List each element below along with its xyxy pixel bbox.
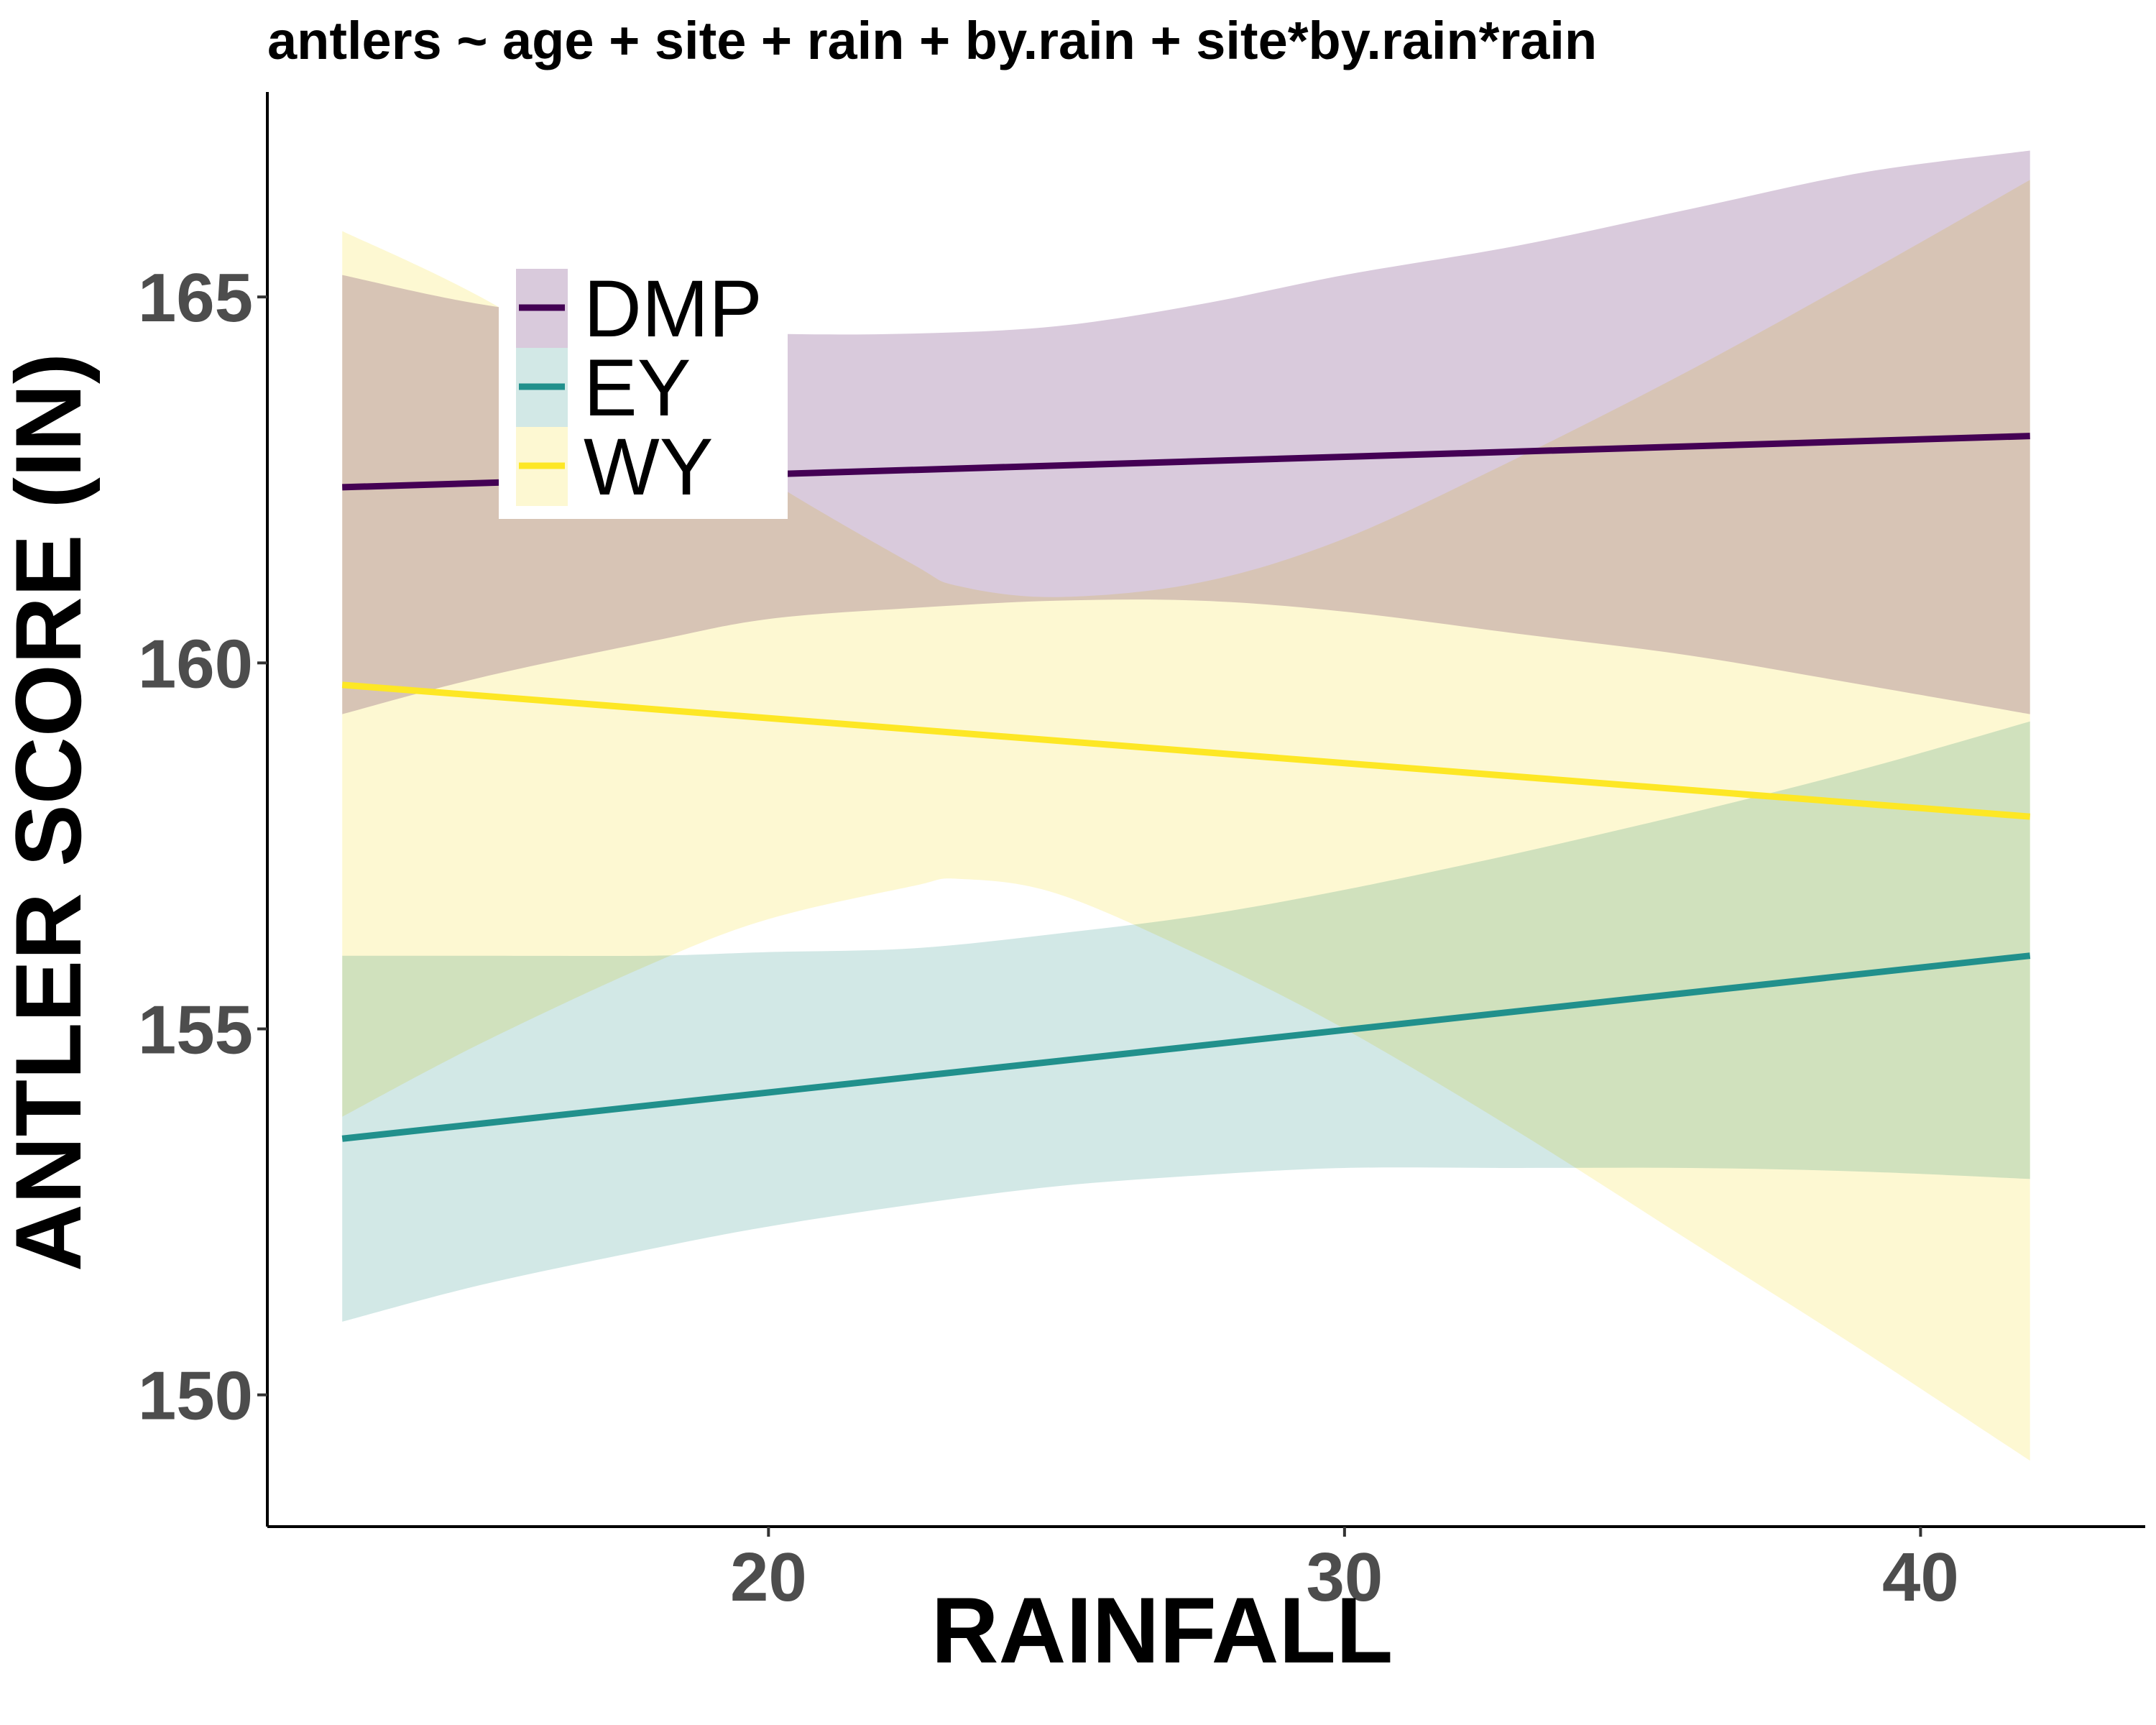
y-tick-label: 160 bbox=[138, 625, 253, 702]
x-tick-label: 30 bbox=[1306, 1539, 1383, 1616]
confidence-bands bbox=[342, 150, 2030, 1461]
y-tick-label: 155 bbox=[138, 992, 253, 1069]
x-axis-title: RAINFALL bbox=[931, 1578, 1393, 1683]
ticks: 20 30 40 150 155 160 165 bbox=[138, 259, 1959, 1616]
y-tick-label: 150 bbox=[138, 1358, 253, 1435]
y-tick-label: 165 bbox=[138, 259, 253, 336]
chart-title: antlers ~ age + site + rain + by.rain + … bbox=[267, 11, 1597, 70]
axes bbox=[266, 92, 2145, 1528]
x-tick-label: 40 bbox=[1882, 1539, 1959, 1616]
legend-label-ey: EY bbox=[584, 343, 691, 433]
series-line-wy bbox=[341, 681, 2031, 820]
x-tick-label: 20 bbox=[730, 1539, 807, 1616]
series-line-ey bbox=[341, 952, 2031, 1142]
legend-label-wy: WY bbox=[584, 422, 713, 512]
legend-label-dmp: DMP bbox=[584, 264, 763, 354]
y-axis-title: ANTLER SCORE (IN) bbox=[0, 353, 101, 1271]
